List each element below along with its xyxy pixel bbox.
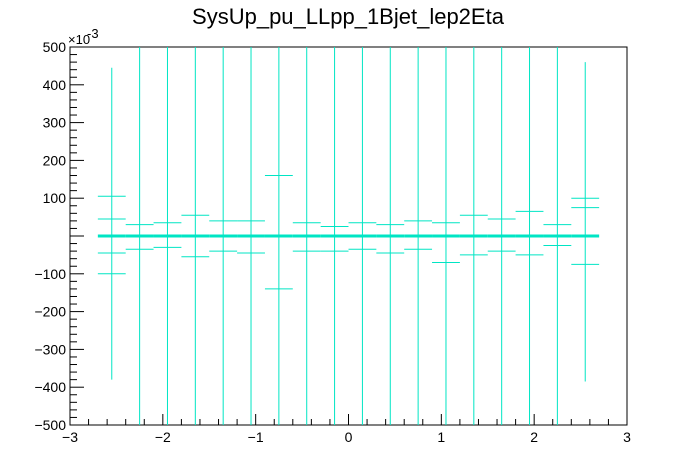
data-points-group — [97, 47, 600, 425]
y-exponent-label: ×10 — [68, 32, 90, 47]
y-exponent-power: -3 — [87, 26, 99, 41]
y-tick-label: 500 — [43, 39, 67, 55]
y-tick-label: 300 — [43, 115, 67, 131]
x-tick-label: 0 — [345, 429, 353, 445]
y-tick-label: −500 — [34, 417, 66, 433]
y-tick-label: −100 — [34, 266, 66, 282]
y-tick-label: −300 — [34, 341, 66, 357]
y-tick-label: 100 — [43, 190, 67, 206]
x-tick-label: −3 — [62, 429, 78, 445]
chart-title: SysUp_pu_LLpp_1Bjet_lep2Eta — [192, 4, 504, 29]
y-tick-label: 400 — [43, 77, 67, 93]
x-tick-label: −2 — [155, 429, 171, 445]
x-tick-label: 2 — [530, 429, 538, 445]
x-tick-label: 1 — [437, 429, 445, 445]
y-tick-label: −200 — [34, 304, 66, 320]
x-tick-label: −1 — [248, 429, 264, 445]
x-tick-label: 3 — [623, 429, 631, 445]
y-tick-label: 200 — [43, 152, 67, 168]
y-tick-label: −400 — [34, 379, 66, 395]
